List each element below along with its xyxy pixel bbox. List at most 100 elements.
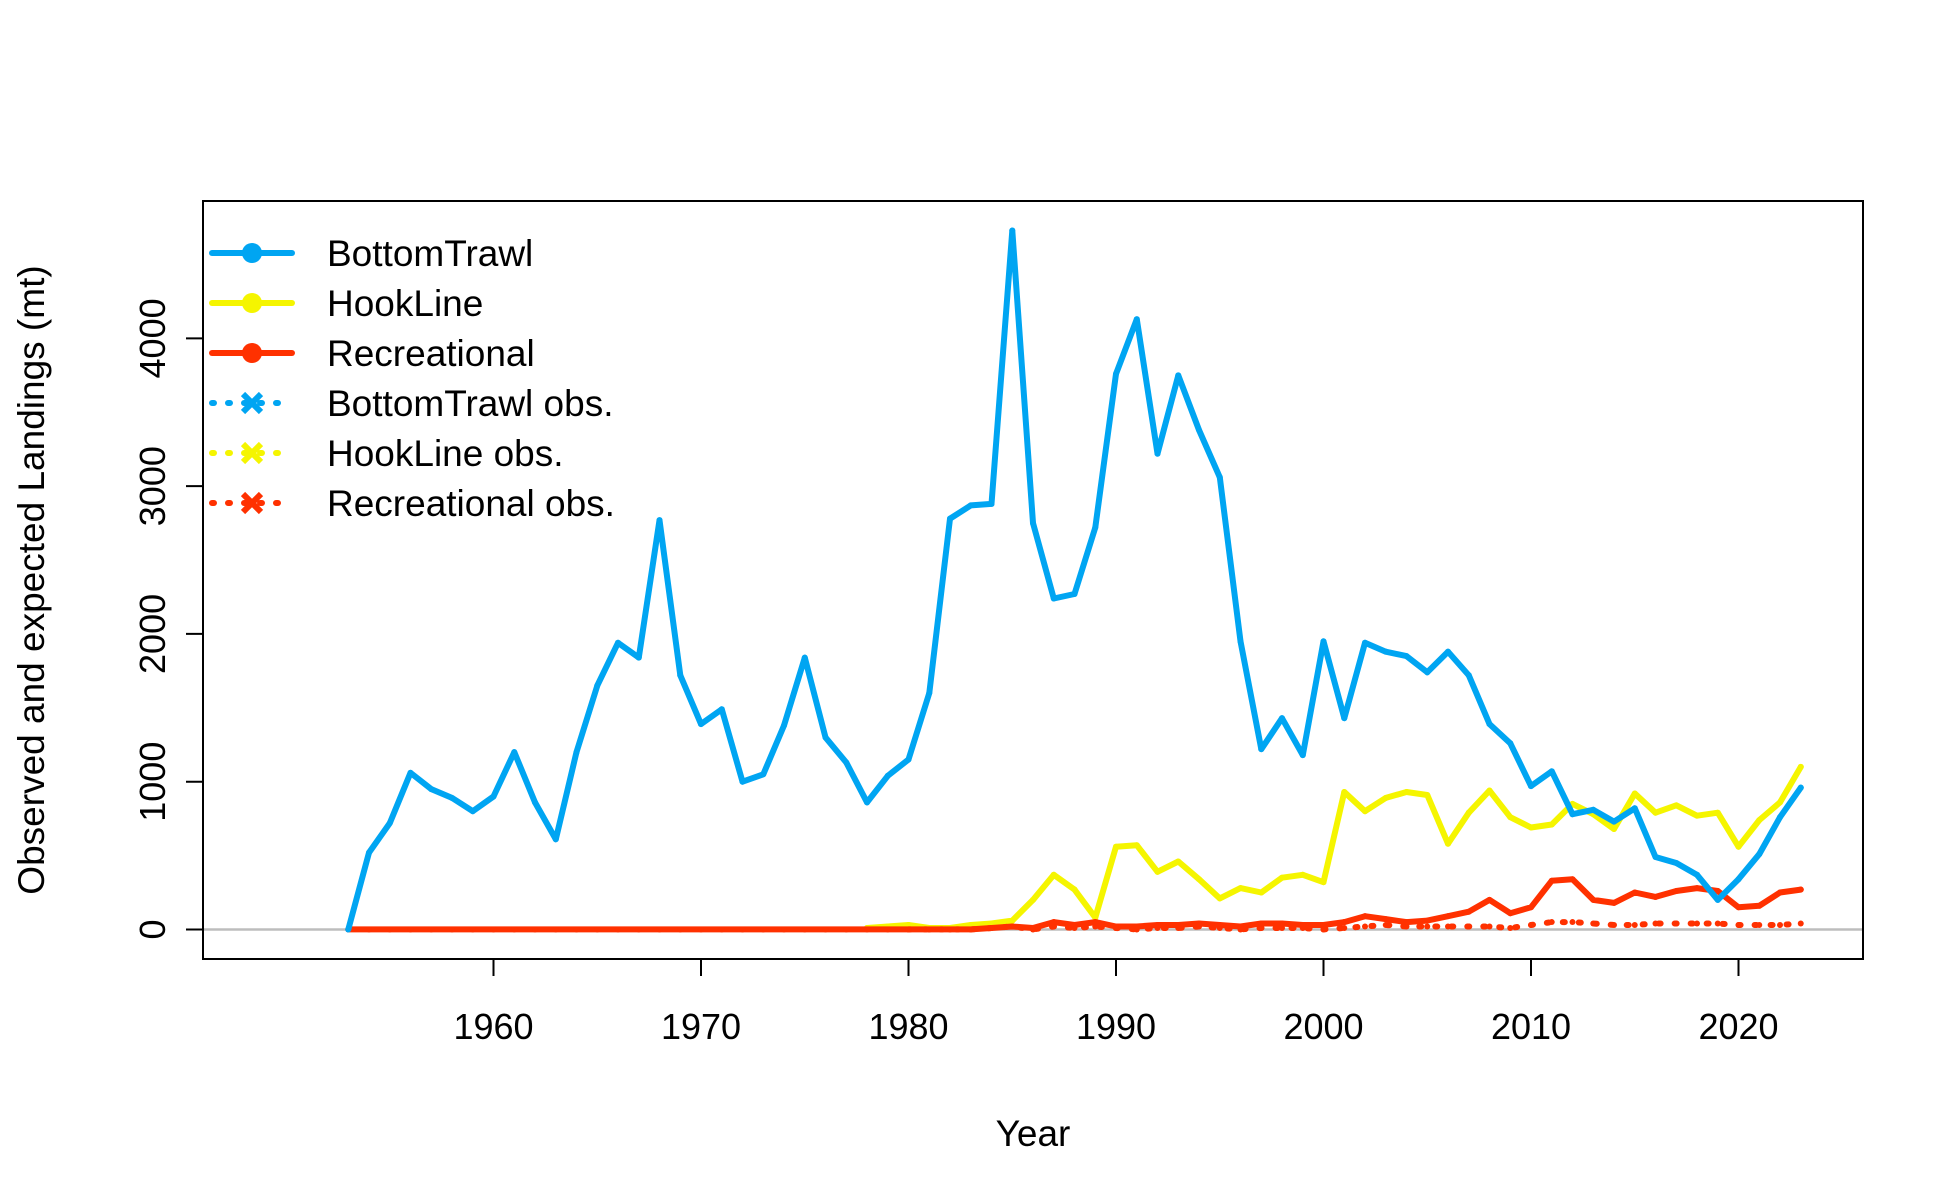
data-point [864,926,870,933]
data-point [1175,858,1182,865]
data-point [1133,923,1140,930]
data-point [1756,902,1763,909]
data-point [1507,740,1514,747]
data-point [1196,876,1202,883]
data-point [1341,919,1348,926]
legend-dot-marker [242,343,262,363]
x-axis-title: Year [996,1113,1071,1154]
data-point [1673,859,1680,866]
data-point [884,926,891,933]
data-point [1652,854,1659,861]
data-point [490,793,497,800]
data-point [1694,920,1700,927]
data-point [1465,908,1472,915]
y-tick-label: 4000 [132,298,173,378]
data-point [1797,763,1804,770]
data-point [469,926,476,933]
data-point [1777,814,1783,821]
data-point [698,721,704,728]
series-bottomtrawl [345,227,1804,933]
data-point [1424,669,1431,676]
y-axis: 0 1000 2000 3000 4000 [132,298,204,939]
data-point [1528,783,1534,790]
data-point [573,749,580,756]
data-point [1071,591,1078,598]
series-layer [345,227,1804,933]
legend-dot-marker [242,293,262,313]
data-point [1258,920,1265,927]
y-tick-label: 1000 [132,742,173,822]
data-point [822,734,829,741]
data-point [760,926,767,933]
data-point [386,926,393,933]
data-point [1590,920,1597,927]
data-point [428,786,435,793]
data-point [1092,524,1099,531]
data-point [801,654,808,661]
data-point [1424,923,1431,930]
data-point [1548,919,1555,926]
data-point [1673,802,1680,809]
data-point [345,926,352,933]
data-point [988,500,995,507]
series-line-bottomtrawl [345,227,1804,933]
data-point [1735,904,1742,911]
data-point [1797,920,1804,927]
data-point [884,772,891,779]
data-point [1382,648,1389,655]
data-point [1403,789,1410,796]
data-point [1362,808,1368,815]
data-point [1465,923,1472,930]
data-point [1258,746,1265,753]
data-point [1009,227,1016,234]
data-point [552,836,559,843]
y-tick-label: 3000 [132,446,173,526]
data-point [947,926,953,933]
data-point [1009,923,1016,930]
data-point [1569,876,1576,883]
data-point [469,808,476,815]
series-hookline [864,763,1804,931]
data-point [386,820,393,827]
data-point [366,849,372,856]
data-point [1237,885,1244,892]
legend-x-marker [240,391,264,415]
legend-item: HookLine obs. [209,433,564,474]
data-point [905,926,912,933]
data-point [552,926,559,933]
data-point [407,926,414,933]
data-point [1175,372,1182,379]
data-point [1694,871,1700,878]
data-point [1797,886,1804,893]
data-point [1548,768,1555,775]
data-point [1631,805,1638,812]
data-point [1320,638,1327,645]
legend-label: Recreational obs. [327,483,615,524]
data-point [1154,450,1161,457]
data-point [988,924,995,931]
data-point [1528,904,1534,911]
data-point [1569,811,1576,818]
data-point [801,926,808,933]
data-point [1694,812,1700,819]
data-point [1673,888,1680,895]
data-point [1445,648,1451,655]
series-line-recreational-obs [905,919,1804,933]
data-point [781,722,787,729]
data-point [1507,924,1514,931]
data-point [1735,843,1742,850]
data-point [532,799,538,806]
data-point [1279,920,1285,927]
data-point [1777,799,1783,806]
data-point [1735,876,1742,883]
data-point [635,654,642,661]
data-point [1486,721,1493,728]
data-point [1528,824,1534,831]
legend-item: BottomTrawl obs. [209,383,614,424]
data-point [1797,784,1804,791]
data-point [1196,920,1202,927]
data-point [677,926,684,933]
data-point [718,706,725,713]
data-point [1714,896,1721,903]
